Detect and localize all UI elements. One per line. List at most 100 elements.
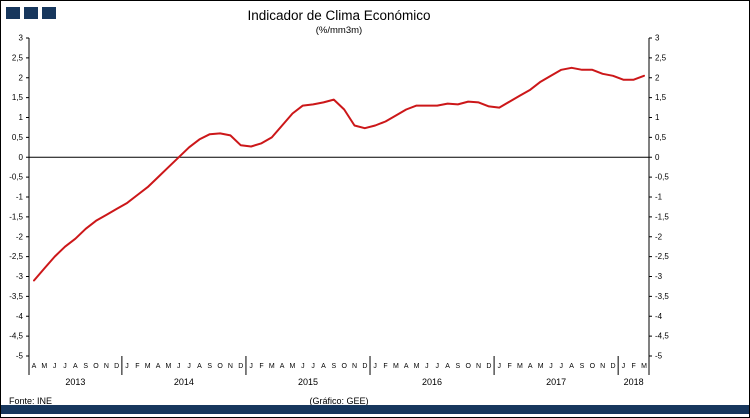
logo-square-icon [6,7,20,19]
svg-text:A: A [197,363,202,370]
svg-text:0,5: 0,5 [12,133,24,142]
svg-text:-1: -1 [655,193,663,202]
svg-text:-3: -3 [16,272,24,281]
svg-text:2,5: 2,5 [655,53,667,62]
svg-text:J: J [53,363,57,370]
chart-subtitle: (%/mm3m) [315,25,363,36]
svg-text:S: S [456,363,461,370]
svg-text:J: J [373,363,377,370]
svg-text:J: J [425,363,429,370]
svg-text:D: D [362,363,367,370]
svg-text:A: A [404,363,409,370]
svg-text:M: M [538,363,544,370]
svg-text:-3,5: -3,5 [655,292,669,301]
svg-text:1: 1 [19,113,24,122]
svg-text:0: 0 [655,153,660,162]
svg-text:2017: 2017 [546,377,566,387]
svg-text:S: S [83,363,88,370]
svg-text:A: A [569,363,574,370]
svg-text:J: J [549,363,553,370]
svg-text:0,5: 0,5 [655,133,667,142]
svg-text:-3: -3 [655,272,663,281]
svg-text:N: N [352,363,357,370]
svg-text:1,5: 1,5 [12,93,24,102]
svg-text:N: N [476,363,481,370]
svg-text:-5: -5 [655,352,663,361]
svg-text:M: M [290,363,296,370]
svg-text:-1,5: -1,5 [9,212,23,221]
svg-text:F: F [383,363,387,370]
svg-text:A: A [32,363,37,370]
svg-text:F: F [135,363,139,370]
svg-text:M: M [414,363,420,370]
logo-square-icon [42,7,56,19]
svg-text:-2: -2 [655,232,663,241]
svg-text:D: D [610,363,615,370]
svg-text:-0,5: -0,5 [655,173,669,182]
svg-text:A: A [73,363,78,370]
svg-text:J: J [622,363,626,370]
svg-text:-4,5: -4,5 [655,332,669,341]
svg-text:M: M [145,363,151,370]
bottom-accent-bar [1,405,749,414]
svg-text:N: N [600,363,605,370]
logo [6,7,56,19]
svg-text:-4,5: -4,5 [9,332,23,341]
chart-title: Indicador de Clima Económico [247,8,431,23]
source-label: Fonte: INE [9,396,53,406]
svg-text:A: A [321,363,326,370]
svg-text:J: J [435,363,439,370]
svg-text:-2,5: -2,5 [9,252,23,261]
svg-text:2,5: 2,5 [12,53,24,62]
svg-text:N: N [104,363,109,370]
svg-text:2018: 2018 [624,377,644,387]
svg-text:-2,5: -2,5 [655,252,669,261]
svg-text:O: O [590,363,596,370]
svg-text:J: J [187,363,191,370]
svg-text:O: O [93,363,99,370]
svg-text:S: S [331,363,336,370]
svg-text:F: F [507,363,511,370]
svg-text:-4: -4 [655,312,663,321]
svg-text:1,5: 1,5 [655,93,667,102]
svg-text:O: O [217,363,223,370]
svg-text:M: M [41,363,47,370]
svg-text:-1: -1 [16,193,24,202]
svg-text:A: A [528,363,533,370]
svg-text:N: N [228,363,233,370]
svg-text:O: O [466,363,472,370]
svg-text:0: 0 [19,153,24,162]
svg-text:-1,5: -1,5 [655,212,669,221]
svg-text:J: J [560,363,564,370]
svg-text:M: M [165,363,171,370]
svg-text:-0,5: -0,5 [9,173,23,182]
svg-text:3: 3 [655,34,660,43]
svg-text:D: D [486,363,491,370]
svg-text:2015: 2015 [298,377,318,387]
svg-text:J: J [301,363,305,370]
credit-label: (Gráfico: GEE) [309,396,369,406]
logo-square-icon [24,7,38,19]
svg-text:J: J [63,363,67,370]
svg-text:F: F [259,363,263,370]
svg-text:J: J [311,363,315,370]
svg-text:S: S [580,363,585,370]
svg-text:-4: -4 [16,312,24,321]
svg-text:J: J [249,363,253,370]
svg-text:A: A [445,363,450,370]
svg-text:-2: -2 [16,232,24,241]
svg-text:A: A [156,363,161,370]
svg-text:S: S [207,363,212,370]
svg-text:F: F [632,363,636,370]
svg-text:2013: 2013 [65,377,85,387]
svg-text:D: D [114,363,119,370]
svg-text:3: 3 [19,34,24,43]
svg-text:A: A [280,363,285,370]
svg-text:J: J [498,363,502,370]
svg-text:M: M [517,363,523,370]
svg-text:J: J [177,363,181,370]
svg-text:M: M [269,363,275,370]
svg-text:-5: -5 [16,352,24,361]
